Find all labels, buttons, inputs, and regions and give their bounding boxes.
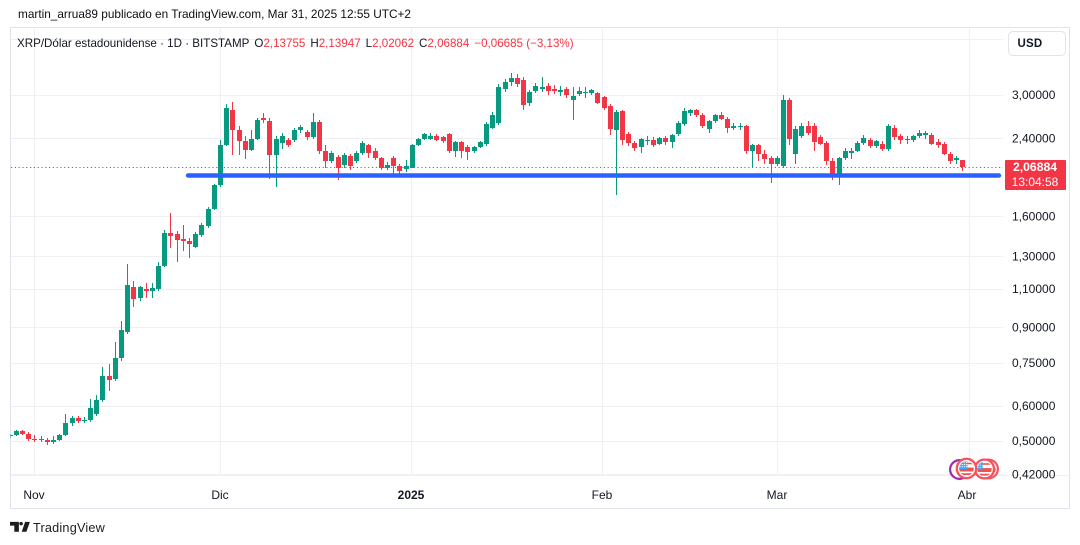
svg-text:2,40000: 2,40000 (1012, 131, 1056, 145)
svg-text:1,60000: 1,60000 (1012, 210, 1056, 224)
svg-text:3,00000: 3,00000 (1012, 88, 1056, 102)
svg-text:0,50000: 0,50000 (1012, 434, 1056, 448)
svg-text:0,42000: 0,42000 (1012, 468, 1056, 482)
svg-text:1,30000: 1,30000 (1012, 250, 1056, 264)
svg-text:Mar: Mar (767, 488, 788, 502)
svg-text:TradingView: TradingView (33, 521, 106, 535)
svg-text:Dic: Dic (211, 488, 228, 502)
svg-text:Abr: Abr (958, 488, 977, 502)
svg-text:0,90000: 0,90000 (1012, 321, 1056, 335)
svg-text:Nov: Nov (23, 488, 44, 502)
svg-text:1,10000: 1,10000 (1012, 282, 1056, 296)
svg-text:2025: 2025 (398, 488, 425, 502)
svg-text:Feb: Feb (592, 488, 613, 502)
svg-text:0,60000: 0,60000 (1012, 399, 1056, 413)
svg-text:0,75000: 0,75000 (1012, 356, 1056, 370)
